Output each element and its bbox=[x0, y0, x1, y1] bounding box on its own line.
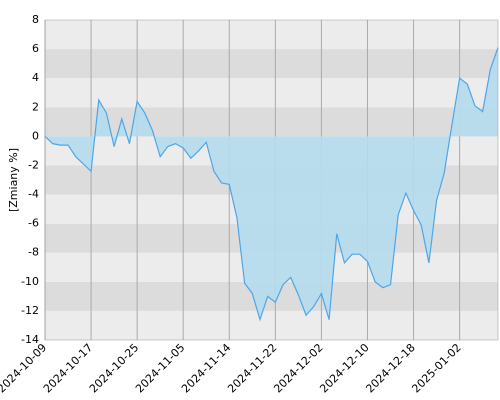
grid-band bbox=[45, 20, 498, 50]
y-tick-label: -6 bbox=[28, 217, 39, 230]
y-tick-label: -2 bbox=[28, 158, 39, 171]
y-tick-label: 4 bbox=[32, 71, 39, 84]
y-tick-label: -8 bbox=[28, 246, 39, 259]
y-tick-label: -14 bbox=[21, 333, 39, 346]
y-tick-label: -4 bbox=[28, 188, 39, 201]
area bbox=[45, 47, 498, 320]
line bbox=[44, 47, 499, 322]
grid-band bbox=[45, 49, 498, 79]
y-tick-label: -10 bbox=[21, 275, 39, 288]
grid-band bbox=[45, 310, 498, 340]
grid-band bbox=[45, 78, 498, 108]
y-tick-label: 8 bbox=[32, 13, 39, 26]
x-tick-label: 2025-01-02 bbox=[409, 341, 463, 395]
y-axis-label: [Zmiany %] bbox=[7, 148, 20, 212]
y-tick-label: 6 bbox=[32, 42, 39, 55]
grid-band bbox=[45, 107, 498, 137]
plot-border bbox=[44, 19, 499, 341]
y-tick-label: 2 bbox=[32, 100, 39, 113]
y-tick-label: 0 bbox=[32, 129, 39, 142]
y-tick-label: -12 bbox=[21, 304, 39, 317]
